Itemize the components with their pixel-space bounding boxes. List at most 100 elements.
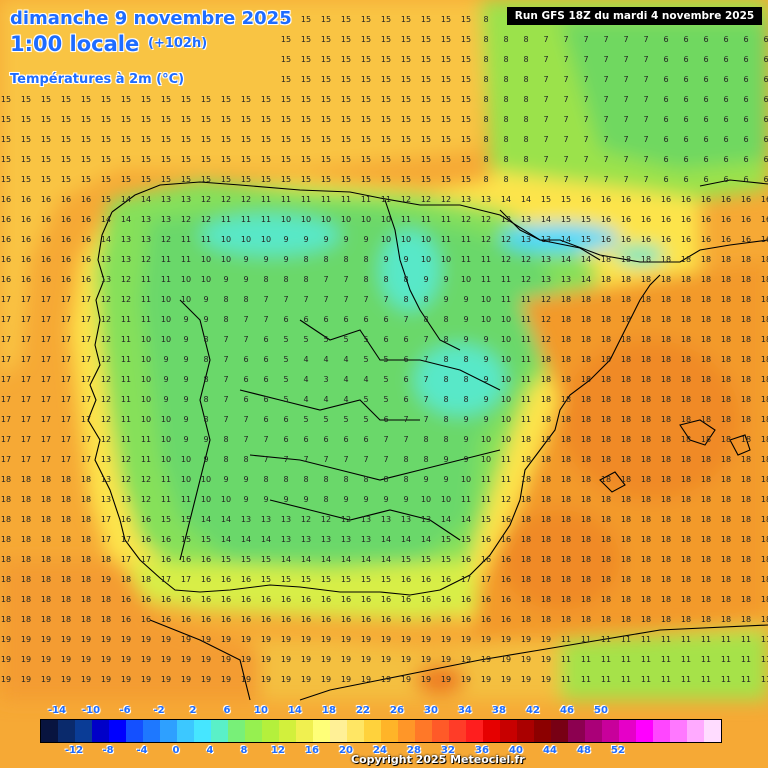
grid-value: 9 (183, 335, 188, 344)
grid-value: 18 (661, 255, 671, 264)
grid-value: 7 (423, 395, 428, 404)
grid-value: 15 (461, 135, 471, 144)
grid-value: 11 (641, 675, 651, 684)
grid-value: 8 (423, 295, 428, 304)
grid-value: 18 (701, 495, 711, 504)
grid-value: 19 (181, 655, 191, 664)
legend-label: 38 (492, 705, 506, 716)
grid-value: 15 (421, 135, 431, 144)
grid-value: 19 (321, 675, 331, 684)
grid-value: 18 (741, 335, 751, 344)
grid-value: 6 (743, 35, 748, 44)
grid-value: 16 (161, 595, 171, 604)
grid-value: 18 (701, 275, 711, 284)
grid-value: 15 (301, 115, 311, 124)
grid-value: 14 (341, 555, 351, 564)
grid-value: 15 (141, 175, 151, 184)
grid-value: 8 (483, 155, 488, 164)
grid-value: 8 (483, 55, 488, 64)
grid-value: 18 (81, 555, 91, 564)
grid-value: 15 (301, 575, 311, 584)
grid-value: 15 (361, 55, 371, 64)
grid-value: 14 (381, 555, 391, 564)
grid-value: 11 (521, 335, 531, 344)
grid-value: 18 (141, 575, 151, 584)
grid-value: 5 (283, 375, 288, 384)
grid-value: 11 (461, 235, 471, 244)
grid-value: 18 (561, 395, 571, 404)
grid-value: 15 (141, 135, 151, 144)
grid-value: 18 (641, 575, 651, 584)
grid-value: 11 (321, 195, 331, 204)
grid-value: 11 (141, 295, 151, 304)
grid-value: 18 (721, 255, 731, 264)
grid-value: 6 (663, 135, 668, 144)
grid-value: 18 (681, 375, 691, 384)
grid-value: 18 (1, 495, 11, 504)
grid-value: 18 (701, 575, 711, 584)
grid-value: 6 (383, 415, 388, 424)
grid-value: 8 (303, 275, 308, 284)
legend-label: 34 (458, 705, 472, 716)
grid-value: 18 (641, 415, 651, 424)
grid-value: 18 (561, 615, 571, 624)
grid-value: 15 (341, 155, 351, 164)
grid-value: 8 (203, 375, 208, 384)
grid-value: 18 (621, 375, 631, 384)
grid-value: 15 (41, 155, 51, 164)
grid-value: 15 (321, 95, 331, 104)
grid-value: 5 (323, 335, 328, 344)
grid-value: 15 (121, 135, 131, 144)
grid-value: 13 (541, 235, 551, 244)
grid-value: 18 (681, 415, 691, 424)
grid-value: 7 (623, 95, 628, 104)
grid-value: 18 (601, 395, 611, 404)
grid-value: 19 (261, 675, 271, 684)
grid-value: 16 (141, 535, 151, 544)
grid-value: 19 (261, 635, 271, 644)
grid-value: 16 (41, 195, 51, 204)
grid-value: 13 (281, 515, 291, 524)
grid-value: 4 (323, 395, 328, 404)
grid-value: 7 (403, 435, 408, 444)
grid-value: 18 (761, 395, 768, 404)
grid-value: 18 (701, 335, 711, 344)
grid-value: 16 (1, 215, 11, 224)
grid-value: 19 (1, 655, 11, 664)
grid-value: 16 (641, 215, 651, 224)
legend-swatch (177, 720, 194, 742)
grid-value: 6 (403, 395, 408, 404)
grid-value: 12 (161, 235, 171, 244)
grid-value: 18 (741, 415, 751, 424)
grid-value: 6 (683, 135, 688, 144)
grid-value: 10 (161, 435, 171, 444)
grid-value: 7 (563, 95, 568, 104)
grid-value: 15 (261, 175, 271, 184)
grid-value: 18 (81, 515, 91, 524)
grid-value: 14 (441, 515, 451, 524)
grid-value: 17 (61, 455, 71, 464)
grid-value: 18 (1, 535, 11, 544)
legend-swatch (398, 720, 415, 742)
legend-label: 46 (560, 705, 574, 716)
grid-value: 18 (541, 355, 551, 364)
grid-value: 10 (161, 415, 171, 424)
grid-value: 15 (361, 75, 371, 84)
grid-value: 15 (181, 135, 191, 144)
legend-swatch (58, 720, 75, 742)
grid-value: 18 (61, 575, 71, 584)
grid-value: 16 (81, 255, 91, 264)
grid-value: 16 (21, 215, 31, 224)
grid-value: 13 (521, 215, 531, 224)
grid-value: 7 (603, 95, 608, 104)
grid-value: 6 (303, 435, 308, 444)
grid-value: 5 (283, 355, 288, 364)
grid-value: 14 (121, 195, 131, 204)
grid-value: 18 (581, 495, 591, 504)
grid-value: 14 (521, 195, 531, 204)
grid-value: 18 (601, 375, 611, 384)
grid-value: 12 (221, 195, 231, 204)
grid-value: 16 (601, 195, 611, 204)
grid-value: 16 (441, 575, 451, 584)
grid-value: 16 (41, 215, 51, 224)
